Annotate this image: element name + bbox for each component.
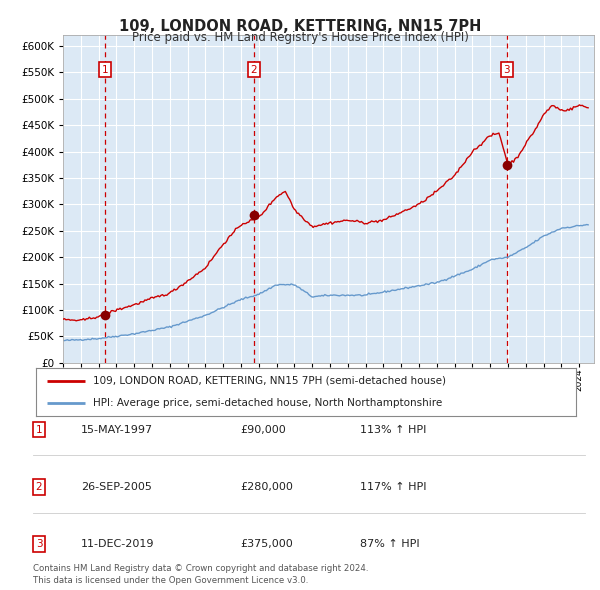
Text: 15-MAY-1997: 15-MAY-1997 bbox=[81, 425, 153, 434]
Text: 2: 2 bbox=[251, 65, 257, 75]
Text: £90,000: £90,000 bbox=[240, 425, 286, 434]
Text: 117% ↑ HPI: 117% ↑ HPI bbox=[360, 482, 427, 491]
Text: £280,000: £280,000 bbox=[240, 482, 293, 491]
Text: 3: 3 bbox=[35, 539, 43, 549]
Text: 109, LONDON ROAD, KETTERING, NN15 7PH: 109, LONDON ROAD, KETTERING, NN15 7PH bbox=[119, 19, 481, 34]
Text: 2: 2 bbox=[35, 482, 43, 491]
Text: 113% ↑ HPI: 113% ↑ HPI bbox=[360, 425, 427, 434]
Text: 3: 3 bbox=[503, 65, 510, 75]
Text: 11-DEC-2019: 11-DEC-2019 bbox=[81, 539, 155, 549]
Text: Price paid vs. HM Land Registry's House Price Index (HPI): Price paid vs. HM Land Registry's House … bbox=[131, 31, 469, 44]
Text: £375,000: £375,000 bbox=[240, 539, 293, 549]
Text: Contains HM Land Registry data © Crown copyright and database right 2024.
This d: Contains HM Land Registry data © Crown c… bbox=[33, 565, 368, 585]
Text: 1: 1 bbox=[102, 65, 109, 75]
Text: 1: 1 bbox=[35, 425, 43, 434]
Text: 87% ↑ HPI: 87% ↑ HPI bbox=[360, 539, 419, 549]
Text: 109, LONDON ROAD, KETTERING, NN15 7PH (semi-detached house): 109, LONDON ROAD, KETTERING, NN15 7PH (s… bbox=[92, 376, 446, 386]
Text: 26-SEP-2005: 26-SEP-2005 bbox=[81, 482, 152, 491]
Text: HPI: Average price, semi-detached house, North Northamptonshire: HPI: Average price, semi-detached house,… bbox=[92, 398, 442, 408]
